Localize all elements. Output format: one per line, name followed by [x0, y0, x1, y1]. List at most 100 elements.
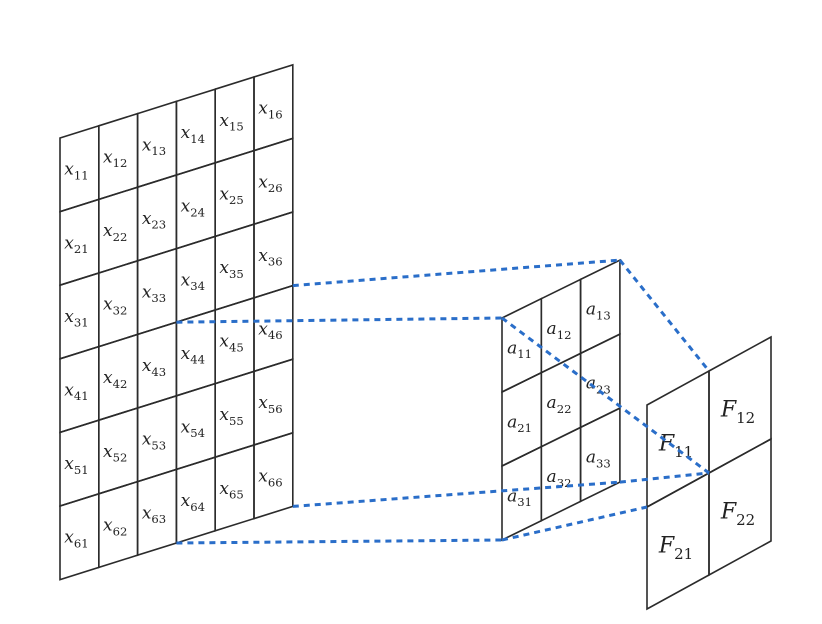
cell-label: x64	[181, 491, 205, 514]
label-base: x	[219, 405, 229, 425]
label-subscript: 33	[151, 291, 166, 305]
cell-label: x62	[103, 516, 127, 539]
cell-label: x32	[103, 295, 127, 318]
label-base: F	[658, 534, 675, 559]
label-subscript: 11	[517, 347, 532, 361]
label-subscript: 21	[517, 421, 532, 435]
label-base: x	[103, 368, 113, 388]
cell-label: x26	[258, 172, 282, 195]
label-base: x	[258, 467, 268, 487]
cell-label: x42	[103, 368, 127, 391]
label-base: a	[547, 467, 557, 487]
cell-label: x43	[142, 356, 166, 379]
cell-label: x34	[181, 270, 205, 293]
cell-label: x13	[142, 135, 166, 158]
label-base: x	[103, 295, 113, 315]
cell-label: x33	[142, 282, 166, 305]
label-base: x	[103, 147, 113, 167]
output-cell-21	[646, 471, 710, 611]
connector-line	[501, 505, 648, 542]
cell-label: x16	[258, 99, 282, 122]
label-base: x	[64, 233, 74, 253]
cell-label: x36	[258, 246, 282, 269]
label-subscript: 12	[113, 156, 128, 170]
label-subscript: 65	[229, 488, 244, 502]
cell-label: x51	[64, 454, 88, 477]
label-base: F	[720, 398, 737, 423]
label-subscript: 63	[151, 512, 166, 526]
label-base: a	[547, 393, 557, 413]
label-base: x	[103, 516, 113, 536]
label-subscript: 33	[596, 457, 611, 471]
label-base: x	[258, 172, 268, 192]
label-subscript: 46	[268, 328, 283, 342]
label-base: x	[258, 319, 268, 339]
label-subscript: 26	[268, 181, 283, 195]
label-subscript: 51	[74, 463, 89, 477]
cell-label: x11	[64, 160, 88, 183]
cell-label: a33	[586, 448, 611, 471]
connector-line	[176, 538, 503, 545]
label-subscript: 16	[268, 108, 283, 122]
label-base: x	[142, 430, 152, 450]
label-subscript: 43	[151, 365, 166, 379]
label-base: x	[142, 282, 152, 302]
label-base: x	[219, 184, 229, 204]
label-subscript: 31	[517, 495, 532, 509]
cell-label: x14	[181, 123, 205, 146]
cell-label: x66	[258, 467, 282, 490]
label-subscript: 62	[113, 524, 128, 538]
label-subscript: 25	[229, 193, 244, 207]
label-base: a	[507, 486, 517, 506]
cell-label: x12	[103, 147, 127, 170]
label-subscript: 61	[74, 536, 89, 550]
label-subscript: 23	[151, 218, 166, 232]
cell-label: x22	[103, 221, 127, 244]
cell-label: x35	[219, 258, 243, 281]
label-base: x	[219, 258, 229, 278]
cell-label: a11	[507, 338, 532, 361]
cell-label: a12	[547, 319, 572, 342]
cell-label: a31	[507, 486, 532, 509]
label-subscript: 64	[190, 500, 205, 514]
input-matrix: x11x12x13x14x15x16x21x22x23x24x25x26x31x…	[59, 63, 294, 581]
label-base: x	[64, 307, 74, 327]
label-base: x	[64, 454, 74, 474]
cell-label: x55	[219, 405, 243, 428]
label-subscript: 52	[113, 451, 128, 465]
connector-line	[618, 259, 711, 372]
label-subscript: 15	[229, 120, 244, 134]
label-base: x	[142, 503, 152, 523]
cell-label: x52	[103, 442, 127, 465]
label-base: x	[181, 197, 191, 217]
label-subscript: 42	[113, 377, 128, 391]
cell-label: x65	[219, 479, 243, 502]
label-subscript: 41	[74, 389, 89, 403]
label-base: x	[142, 209, 152, 229]
label-subscript: 34	[190, 279, 205, 293]
label-subscript: 36	[268, 255, 283, 269]
label-base: x	[64, 160, 74, 180]
label-base: x	[181, 491, 191, 511]
label-base: a	[507, 338, 517, 358]
cell-label: F22	[720, 500, 755, 529]
output-cell-11	[646, 369, 710, 509]
label-base: x	[181, 123, 191, 143]
cell-label: x15	[219, 111, 243, 134]
label-base: a	[586, 300, 596, 320]
cell-label: x44	[181, 344, 205, 367]
label-base: x	[258, 99, 268, 119]
cell-label: x56	[258, 393, 282, 416]
label-base: x	[64, 380, 74, 400]
label-subscript: 11	[74, 168, 89, 182]
cell-label: x23	[142, 209, 166, 232]
connector-line	[619, 471, 710, 484]
label-base: F	[720, 500, 737, 525]
label-subscript: 31	[74, 316, 89, 330]
label-subscript: 35	[229, 267, 244, 281]
output-cell-12	[708, 335, 772, 475]
label-base: x	[142, 135, 152, 155]
label-subscript: 66	[268, 475, 283, 489]
cell-label: x46	[258, 319, 282, 342]
